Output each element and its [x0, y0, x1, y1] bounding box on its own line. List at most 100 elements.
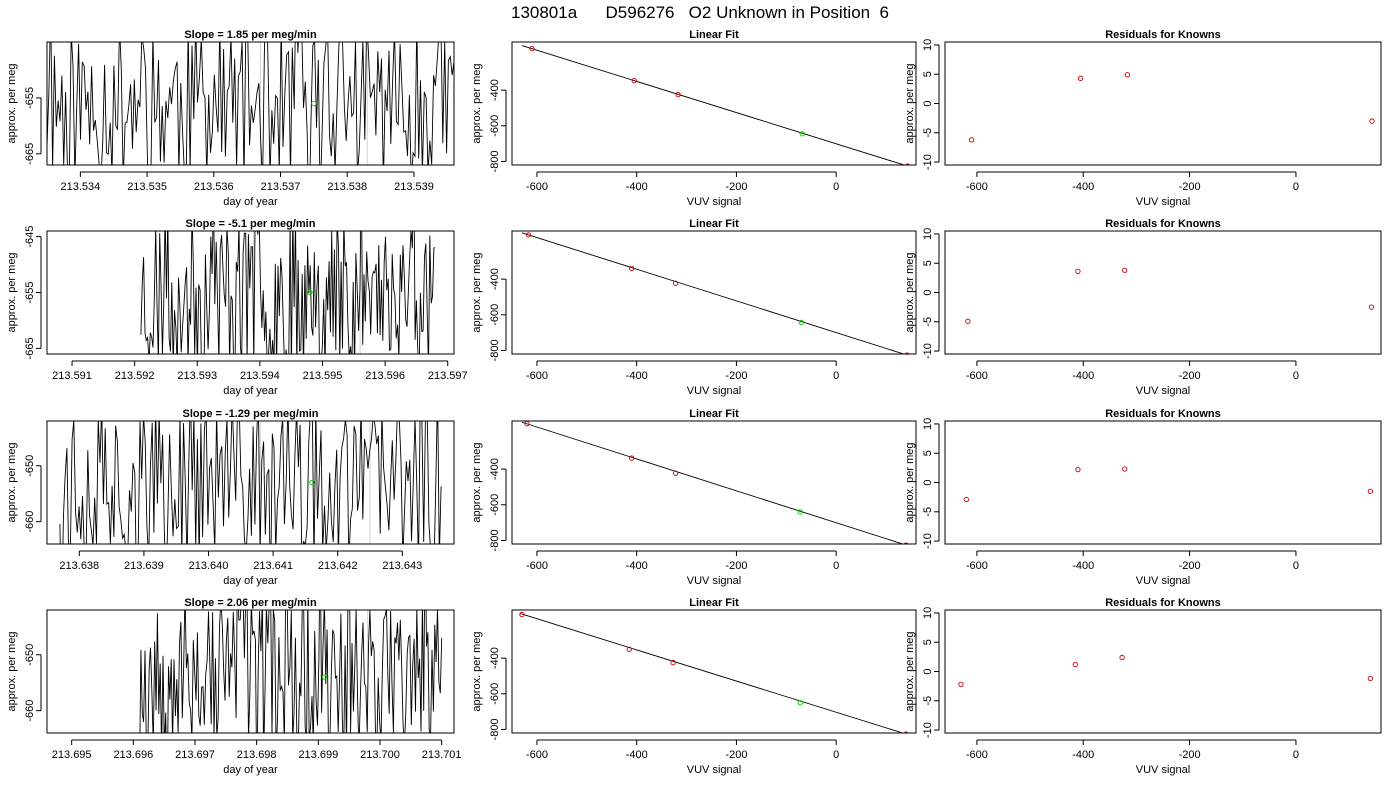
x-tick-label: 213.535 — [127, 181, 167, 193]
y-tick-label: -5 — [922, 317, 934, 327]
chart-title: Linear Fit — [689, 408, 739, 420]
unknown-point — [309, 479, 315, 486]
y-axis-label: approx. per meg — [904, 252, 916, 332]
known-point — [1075, 268, 1081, 275]
x-tick-label: -600 — [526, 560, 548, 572]
x-tick-label: -600 — [526, 370, 548, 382]
signal-trace — [59, 421, 442, 544]
known-point — [904, 352, 910, 354]
known-point — [519, 611, 525, 618]
known-point — [903, 731, 909, 733]
known-point — [629, 265, 635, 272]
x-tick-label: -200 — [1179, 749, 1201, 761]
x-tick-label: 213.696 — [113, 749, 153, 761]
x-tick-label: 0 — [1293, 560, 1299, 572]
chart-title: Residuals for Knowns — [1105, 29, 1221, 41]
plot-data — [59, 421, 442, 544]
x-tick-label: 213.591 — [52, 370, 92, 382]
y-tick-label: -800 — [489, 150, 501, 172]
chart-panel-12: Residuals for Knowns -600 -400 -200 0 VUV sig… — [904, 597, 1382, 776]
y-tick-label: -10 — [922, 154, 934, 170]
plot-data — [965, 267, 1375, 324]
y-axis-label: approx. per meg — [904, 631, 916, 711]
x-axis-label: VUV signal — [687, 196, 741, 208]
x-tick-label: -600 — [966, 181, 988, 193]
x-tick-label: 0 — [833, 370, 839, 382]
x-axis-label: day of year — [223, 575, 278, 587]
x-tick-label: -400 — [626, 560, 648, 572]
chart-panel-9: Residuals for Knowns -600 -400 -200 0 VUV sig… — [904, 408, 1382, 587]
y-tick-label: -800 — [489, 529, 501, 551]
known-point — [903, 542, 909, 544]
y-tick-label: -400 — [489, 79, 501, 101]
x-tick-label: -200 — [725, 370, 747, 382]
x-tick-label: 213.538 — [327, 181, 367, 193]
plot-frame — [944, 41, 1382, 166]
known-point — [529, 45, 535, 52]
y-tick-label: -660 — [24, 511, 36, 533]
unknown-point — [321, 674, 328, 680]
plot-frame — [46, 230, 455, 355]
y-axis-label: approx. per meg — [904, 63, 916, 143]
known-point — [675, 91, 681, 98]
x-tick-label: 213.698 — [237, 749, 277, 761]
known-point — [968, 137, 975, 143]
y-tick-label: 10 — [922, 228, 934, 240]
chart-panel-3: Residuals for Knowns -600 -400 -200 0 VUV sig… — [904, 29, 1382, 208]
x-tick-label: 213.701 — [422, 749, 462, 761]
plot-frame — [511, 609, 917, 734]
chart-panel-5: Linear Fit -600 -400 -200 0 VUV signal -800 -60… — [471, 218, 917, 397]
y-axis-label: approx. per meg — [904, 442, 916, 522]
x-axis-label: VUV signal — [1136, 764, 1190, 776]
y-tick-label: 10 — [922, 39, 934, 51]
x-tick-label: -200 — [725, 181, 747, 193]
plot-data — [521, 45, 910, 165]
x-tick-label: -400 — [1072, 749, 1094, 761]
y-tick-label: -655 — [24, 87, 36, 109]
plot-frame — [944, 230, 1382, 355]
x-tick-label: 0 — [833, 181, 839, 193]
plot-data — [140, 231, 436, 354]
y-tick-label: 5 — [922, 450, 934, 456]
x-tick-label: 213.697 — [175, 749, 215, 761]
x-tick-label: -600 — [966, 560, 988, 572]
plot-frame — [511, 230, 917, 355]
y-tick-label: -800 — [489, 718, 501, 740]
y-tick-label: -5 — [922, 128, 934, 138]
y-tick-label: -10 — [922, 343, 934, 359]
y-tick-label: -600 — [489, 115, 501, 137]
known-point — [963, 496, 969, 503]
x-tick-label: 213.597 — [428, 370, 468, 382]
plot-data — [521, 232, 910, 354]
fit-line — [521, 421, 905, 544]
known-point — [1369, 118, 1375, 124]
plot-data — [963, 466, 1374, 503]
known-point — [1119, 654, 1125, 661]
y-tick-label: 0 — [922, 668, 934, 674]
y-tick-label: 0 — [922, 289, 934, 295]
x-axis-label: VUV signal — [687, 575, 741, 587]
x-axis-label: VUV signal — [687, 764, 741, 776]
signal-trace — [47, 42, 454, 165]
chart-panel-10: Slope = 2.06 per meg/min 213.695 213.696 21… — [6, 597, 462, 776]
signal-trace — [139, 610, 443, 733]
y-tick-label: -5 — [922, 696, 934, 706]
known-point — [958, 681, 964, 688]
x-tick-label: 0 — [833, 749, 839, 761]
y-tick-label: 5 — [922, 639, 934, 645]
chart-panel-2: Linear Fit -600 -400 -200 0 VUV signal -800 -60… — [471, 29, 917, 208]
x-tick-label: -400 — [626, 181, 648, 193]
unknown-point — [311, 100, 317, 107]
chart-title: Residuals for Knowns — [1105, 218, 1221, 230]
y-tick-label: -650 — [24, 644, 36, 666]
x-tick-label: 213.594 — [240, 370, 280, 382]
y-tick-label: -400 — [489, 268, 501, 290]
known-point — [1075, 466, 1081, 473]
x-tick-label: -600 — [526, 181, 548, 193]
y-axis-label: approx. per meg — [6, 631, 18, 711]
x-tick-label: 213.699 — [298, 749, 338, 761]
x-tick-label: -200 — [725, 560, 747, 572]
page-title: 130801a D596276 O2 Unknown in Position 6 — [510, 3, 890, 22]
y-axis-label: approx. per meg — [6, 63, 18, 143]
